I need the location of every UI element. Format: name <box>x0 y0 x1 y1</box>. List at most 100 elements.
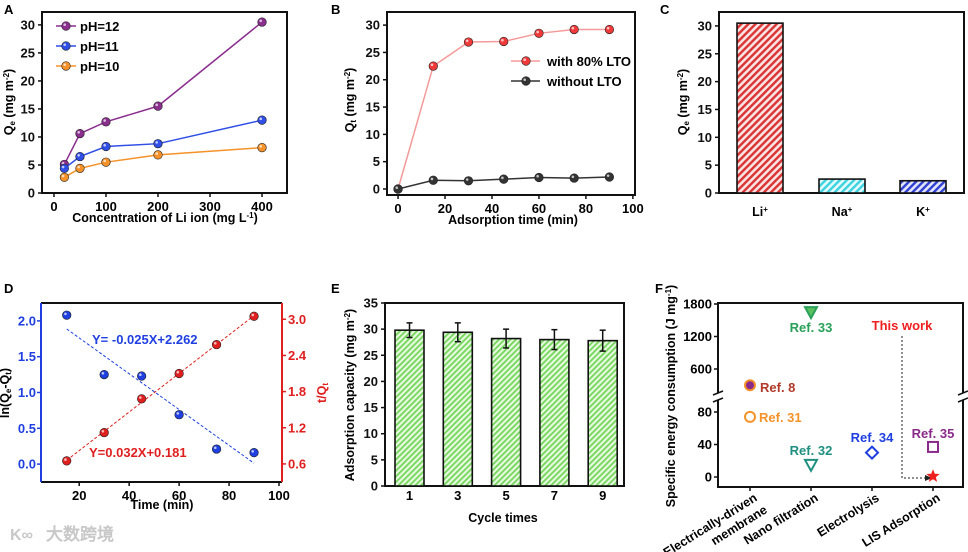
label-part: Li <box>752 205 763 219</box>
y-tick-label: 0.6 <box>288 456 306 471</box>
marker-highlight <box>213 341 217 345</box>
marker-highlight <box>155 141 158 144</box>
label-part: + <box>925 205 930 214</box>
label-part: -Q <box>0 374 12 388</box>
y-tick-label: 5 <box>705 158 712 173</box>
data-point <box>249 448 259 458</box>
y-tick-label: 15 <box>364 400 378 415</box>
panel-d: 20 40 60 80 100 0.0 0.5 1.0 1.5 2.0 0.6 1.2 1.8 2.4 3.… <box>0 302 330 512</box>
marker-highlight <box>77 131 80 134</box>
marker-highlight <box>536 30 539 34</box>
data-point <box>393 184 403 194</box>
bar <box>539 338 570 487</box>
x-tick-label: 20 <box>438 201 452 216</box>
panel-label-e: E <box>331 281 340 296</box>
label-part: ) <box>2 69 16 73</box>
data-point <box>534 28 544 38</box>
y-tick-label: 1.2 <box>288 420 306 435</box>
label-part: Concentration of Li ion (mg L <box>72 211 247 225</box>
y-tick-label: 30 <box>698 18 712 33</box>
y-tick-label: 1.8 <box>288 384 306 399</box>
marker-highlight <box>103 159 106 163</box>
x-tick-label: 60 <box>172 488 186 503</box>
marker-highlight <box>103 119 106 122</box>
y-tick-label: 40 <box>698 437 712 452</box>
marker-highlight <box>501 38 504 42</box>
y-tick-label: 2.0 <box>18 313 36 328</box>
dashed-arrow <box>901 336 925 479</box>
marker-highlight <box>63 63 66 66</box>
point-label: Ref. 31 <box>759 410 802 425</box>
panel-f: 600 1200 1800 0 40 80 Specific energy consumpt… <box>661 285 968 552</box>
label-part: -2 <box>343 312 352 320</box>
y-tick-label: 15 <box>698 102 712 117</box>
label-part: e <box>682 121 691 126</box>
data-point <box>569 24 579 35</box>
label-part: + <box>848 205 853 214</box>
marker-highlight <box>259 145 263 148</box>
marker-highlight <box>101 372 105 375</box>
x-tick-label: 0 <box>394 201 401 216</box>
marker-highlight <box>101 429 105 433</box>
data-point <box>211 444 222 454</box>
marker-highlight <box>571 26 575 30</box>
x-tick-label: 80 <box>579 201 593 216</box>
legend-label: pH=10 <box>80 59 119 74</box>
data-point <box>59 172 69 182</box>
data-point <box>174 368 184 379</box>
y-tick-label: 0.5 <box>18 421 36 436</box>
axis-break-icon <box>957 390 968 403</box>
fit-equation: Y=0.032X+0.181 <box>89 445 187 460</box>
open-circle-marker <box>744 410 756 423</box>
data-point <box>153 101 163 111</box>
x-tick-label: 200 <box>147 199 169 214</box>
y-tick-label: 10 <box>366 127 380 142</box>
x-axis-label: Cycle times <box>468 511 538 525</box>
marker-highlight <box>465 39 469 43</box>
data-point <box>257 143 267 153</box>
marker-highlight <box>523 78 526 81</box>
bar <box>442 331 474 487</box>
label-part: ) <box>254 211 258 225</box>
data-point <box>499 174 509 184</box>
y-tick-label: 35 <box>364 296 378 311</box>
label-part: ) <box>343 68 357 72</box>
legend-marker <box>521 56 531 66</box>
data-point <box>99 427 109 438</box>
marker-highlight <box>139 396 142 399</box>
marker-highlight <box>606 174 610 177</box>
x-axis-label: Adsorption time (min) <box>448 213 578 227</box>
fit-line <box>66 315 255 461</box>
panel-label-a: A <box>4 2 14 17</box>
point-label: Ref. 8 <box>760 380 795 395</box>
y-tick-label: 30 <box>21 17 35 32</box>
point-label: Ref. 32 <box>790 443 833 458</box>
data-point <box>75 151 85 162</box>
data-point <box>59 163 69 173</box>
marker-highlight <box>63 43 66 46</box>
down-triangle-marker <box>803 306 819 321</box>
marker-highlight <box>395 186 399 189</box>
bar <box>490 337 522 487</box>
label-part: -2 <box>343 71 352 79</box>
axis-break-icon <box>712 390 724 403</box>
y-tick-label: 20 <box>364 374 378 389</box>
bar <box>587 339 619 487</box>
y-tick-label: 1.0 <box>18 385 36 400</box>
legend-label: pH=11 <box>80 39 119 54</box>
label-part: ln(Q <box>0 393 12 418</box>
marker-highlight <box>155 152 158 155</box>
label-part: Adsorption time (min) <box>448 213 578 227</box>
data-point <box>211 339 222 350</box>
data-point <box>101 157 111 167</box>
panel-label-d: D <box>4 281 13 296</box>
open-diamond-marker <box>864 445 880 461</box>
plot-frame <box>41 11 288 194</box>
y-tick-label: 5 <box>373 154 380 169</box>
marker-highlight <box>251 450 255 453</box>
category-label: Na+ <box>832 205 853 219</box>
label-part: Na <box>832 205 849 219</box>
